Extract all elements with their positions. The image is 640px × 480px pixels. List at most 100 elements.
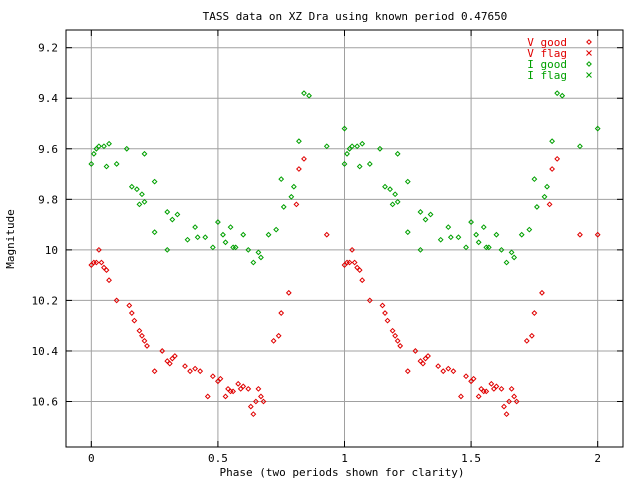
v-good-point [113, 297, 120, 304]
i-good-point [103, 163, 110, 170]
y-tick-label: 9.4 [38, 92, 58, 105]
v-good-point [508, 385, 515, 392]
x-tick-labels: 0 0.5 1 1.5 2 [88, 452, 601, 465]
v-good-point [171, 353, 178, 359]
v-good-point [106, 277, 112, 284]
i-good-point [202, 234, 209, 241]
i-good-point [468, 219, 474, 225]
i-good-point [290, 183, 297, 190]
v-good-point [546, 201, 553, 208]
i-good-point [559, 92, 566, 99]
legend-marker-i-flag [586, 72, 592, 78]
i-good-point [151, 178, 158, 185]
v-good-point [384, 317, 391, 324]
y-tick-label: 10 [45, 244, 58, 257]
v-good-point [351, 259, 358, 266]
i-good-point [164, 209, 171, 215]
v-good-point [285, 289, 292, 296]
i-good-point [301, 90, 307, 97]
i-good-point [255, 249, 262, 256]
i-good-point [227, 224, 234, 231]
v-good-point [412, 348, 419, 354]
i-good-point [417, 246, 424, 253]
y-tick-label: 9.6 [38, 143, 58, 156]
v-good-point [131, 317, 138, 324]
v-good-point [594, 231, 601, 238]
i-good-point [341, 161, 348, 167]
v-good-point [235, 380, 242, 387]
v-good-point [250, 411, 257, 418]
i-good-point [404, 229, 411, 236]
i-good-point [90, 150, 97, 157]
i-good-point [594, 125, 601, 132]
i-good-point [577, 143, 583, 150]
i-good-point [306, 92, 312, 99]
i-good-point [518, 231, 525, 238]
v-good-point [144, 343, 150, 349]
i-good-point [480, 224, 487, 231]
legend-label-v-flag: V flag [527, 47, 567, 60]
data-points [88, 90, 601, 418]
chart-title: TASS data on XZ Dra using known period 0… [203, 10, 508, 23]
v-good-point [539, 289, 545, 296]
v-good-point [389, 327, 396, 334]
v-good-point [554, 155, 561, 162]
i-good-point [258, 254, 264, 261]
v-good-point [458, 393, 464, 400]
i-good-point [323, 143, 330, 150]
v-good-point [483, 388, 490, 395]
i-good-point [123, 145, 130, 152]
v-good-point [98, 259, 105, 266]
v-good-point [498, 385, 505, 392]
i-good-point [240, 231, 247, 238]
i-good-point [541, 193, 548, 200]
i-good-point [526, 226, 533, 233]
v-good-point [260, 398, 267, 405]
v-good-point [192, 365, 199, 372]
i-good-point [359, 140, 366, 147]
v-good-point [450, 368, 457, 375]
x-tick-label: 0 [88, 452, 95, 465]
x-tick-label: 1.5 [461, 452, 481, 465]
i-good-point [549, 138, 556, 145]
i-good-point [113, 161, 120, 167]
y-tick-label: 10.6 [32, 396, 59, 409]
v-good-point [440, 368, 447, 375]
i-good-point [389, 201, 396, 208]
i-good-point [417, 209, 424, 215]
i-good-point [184, 236, 191, 243]
v-good-point [493, 383, 500, 390]
v-good-point [278, 310, 285, 316]
legend-marker-v-good [586, 39, 592, 45]
i-good-point [387, 186, 393, 193]
v-good-point [382, 310, 388, 316]
v-good-point [240, 383, 247, 390]
i-good-point [164, 246, 171, 253]
i-good-point [475, 239, 482, 246]
i-good-point [245, 246, 252, 253]
i-good-point [473, 231, 480, 238]
v-good-point [139, 332, 145, 339]
v-good-point [346, 259, 353, 266]
y-tick-labels: 9.2 9.4 9.6 9.8 10 10.2 10.4 10.6 [32, 42, 59, 409]
v-good-point [549, 166, 556, 172]
y-axis-label: Magnitude [4, 209, 17, 269]
v-good-point [463, 373, 469, 380]
i-good-point [250, 259, 257, 266]
i-good-point [493, 231, 500, 238]
y-tick-label: 9.8 [38, 193, 58, 206]
v-good-point [217, 375, 224, 382]
i-good-point [136, 201, 143, 208]
v-good-point [323, 231, 330, 238]
v-good-point [445, 365, 452, 372]
i-good-point [392, 191, 399, 198]
v-good-point [209, 373, 216, 380]
i-good-point [382, 183, 388, 190]
v-good-point [470, 375, 477, 382]
i-good-point [169, 216, 176, 223]
v-good-point [394, 337, 401, 344]
i-good-point [278, 176, 285, 183]
i-good-point [220, 231, 226, 238]
